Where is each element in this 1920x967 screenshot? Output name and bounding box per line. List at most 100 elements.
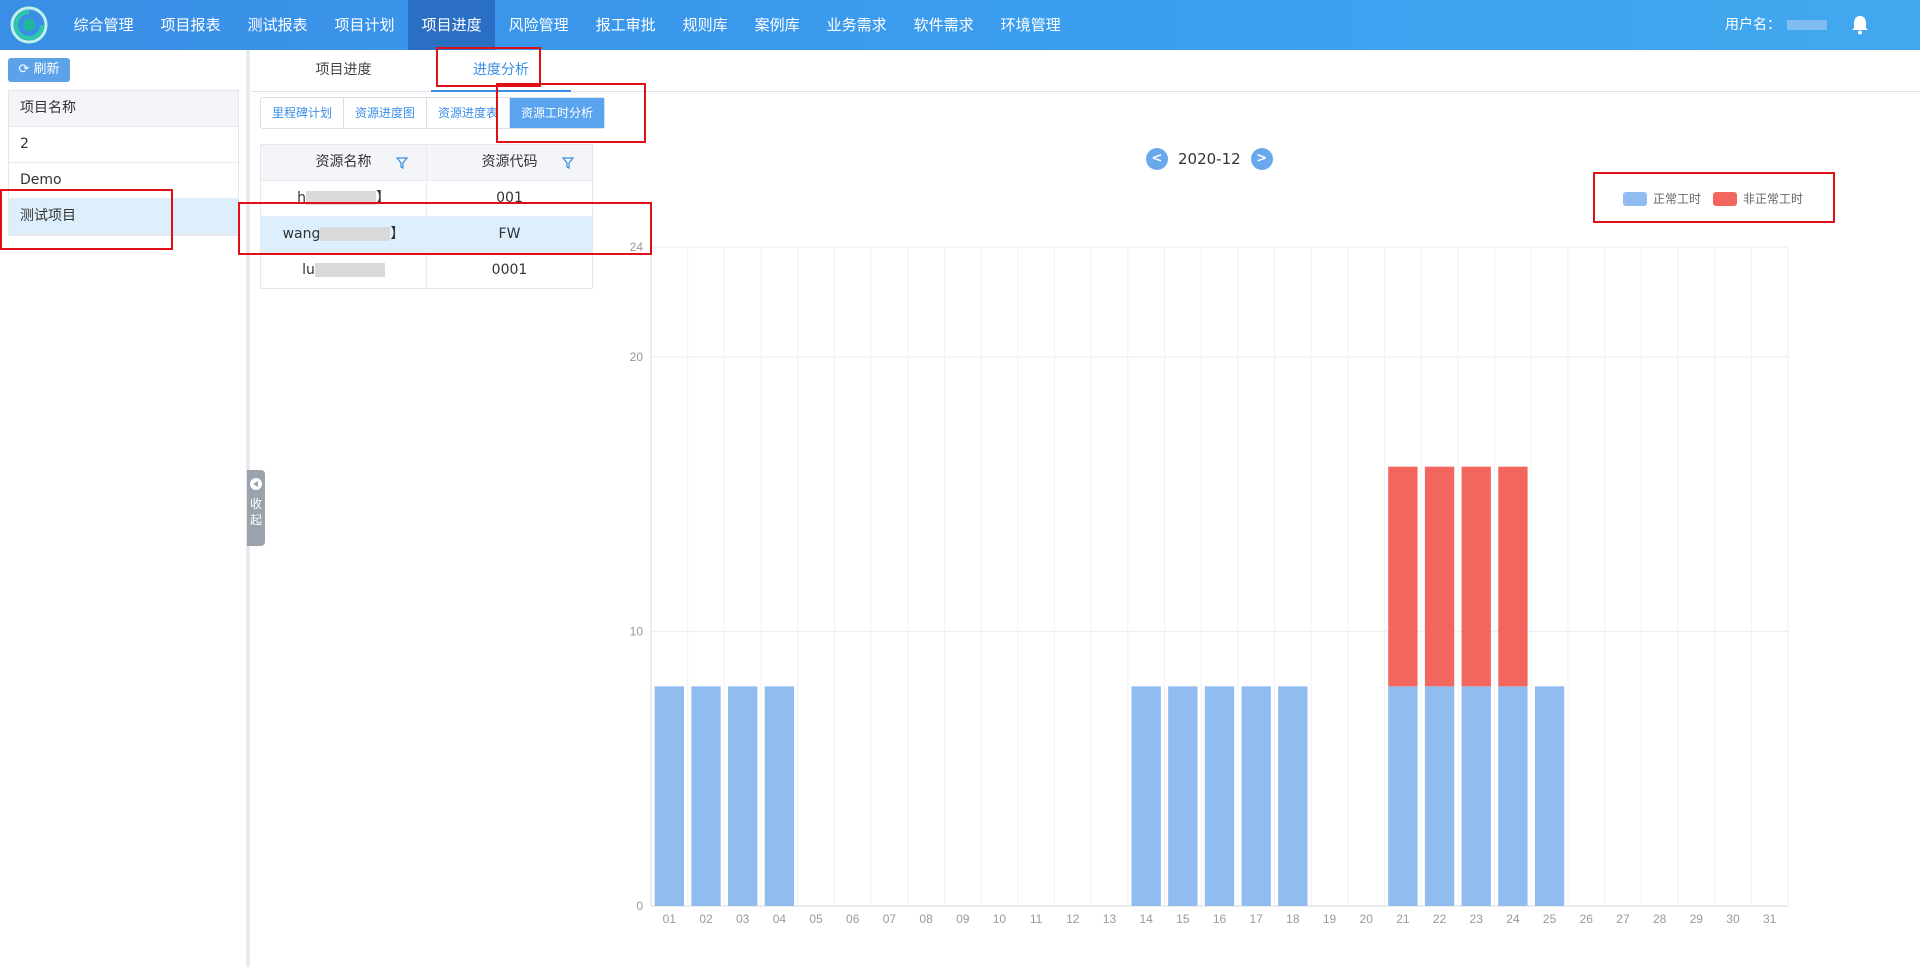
bar-normal-hours <box>1461 686 1491 906</box>
x-tick-label: 22 <box>1433 912 1447 926</box>
project-row[interactable]: Demo <box>9 163 238 199</box>
subtab-resource-table[interactable]: 资源进度表 <box>427 98 511 128</box>
chart-legend: 正常工时 非正常工时 <box>1623 190 1815 207</box>
x-tick-label: 24 <box>1506 912 1520 926</box>
x-tick-label: 10 <box>993 912 1007 926</box>
x-tick-label: 31 <box>1763 912 1777 926</box>
resource-name-suffix: 】 <box>390 226 405 242</box>
header-label: 资源名称 <box>315 154 372 170</box>
resource-name-prefix: lu <box>302 262 315 278</box>
nav-item-environment[interactable]: 环境管理 <box>1000 16 1061 34</box>
x-tick-label: 28 <box>1653 912 1667 926</box>
app-logo <box>10 6 48 44</box>
resource-row[interactable]: lu 0001 <box>261 253 592 288</box>
project-row[interactable]: 2 <box>9 127 238 163</box>
x-tick-label: 05 <box>809 912 823 926</box>
resource-name-suffix: 】 <box>375 190 390 206</box>
nav-item-project-plan[interactable]: 项目计划 <box>334 16 395 34</box>
redacted-mask <box>305 191 376 205</box>
prev-month-button[interactable]: < <box>1146 148 1168 170</box>
column-header-code: 资源代码 <box>426 145 592 180</box>
x-tick-label: 15 <box>1176 912 1190 926</box>
y-tick-label: 10 <box>630 624 644 638</box>
resource-row[interactable]: h】 001 <box>261 181 592 217</box>
bar-abnormal-hours <box>1424 466 1455 687</box>
nav-item-project-report[interactable]: 项目报表 <box>160 16 221 34</box>
nav-item-timesheet-approval[interactable]: 报工审批 <box>595 16 656 34</box>
x-tick-label: 02 <box>699 912 713 926</box>
month-navigator: < 2020-12 > <box>1146 148 1273 170</box>
x-tick-label: 19 <box>1323 912 1337 926</box>
tab-progress-analysis[interactable]: 进度分析 <box>431 50 571 92</box>
user-name-redacted <box>1787 20 1827 30</box>
nav-item-test-report[interactable]: 测试报表 <box>247 16 308 34</box>
collapse-sidebar-toggle[interactable]: 收起 <box>247 470 265 546</box>
header-label: 资源代码 <box>481 154 538 170</box>
x-tick-label: 01 <box>663 912 677 926</box>
x-tick-label: 29 <box>1690 912 1704 926</box>
work-hours-chart: 0 10 20 24 01 02 03 04 05 06 07 08 09 10 11 12 13 14 15 16 1… <box>630 240 1789 926</box>
bar-normal-hours <box>691 686 721 906</box>
x-tick-label: 27 <box>1616 912 1630 926</box>
subtab-resource-hours[interactable]: 资源工时分析 <box>510 98 605 128</box>
nav-item-project-progress[interactable]: 项目进度 <box>408 0 496 50</box>
main-tabs: 项目进度 进度分析 <box>251 50 1920 92</box>
month-label: 2020-12 <box>1178 150 1241 168</box>
bell-icon[interactable] <box>1851 15 1869 35</box>
resource-name-cell: wang 】 <box>261 217 426 252</box>
bar-normal-hours <box>764 686 795 906</box>
refresh-label: 刷新 <box>33 62 60 77</box>
next-month-button[interactable]: > <box>1250 148 1273 170</box>
analysis-subtabs: 里程碑计划 资源进度图 资源进度表 资源工时分析 <box>260 97 606 129</box>
y-tick-label: 0 <box>636 899 643 913</box>
project-sidebar: ⟳ 刷新 项目名称 2 Demo 测试项目 <box>0 50 246 967</box>
x-tick-label: 09 <box>956 912 970 926</box>
redacted-mask <box>320 227 391 241</box>
user-info[interactable]: 用户名： <box>1725 0 1827 50</box>
nav-item-general[interactable]: 综合管理 <box>73 16 134 34</box>
bar-normal-hours <box>1241 686 1271 906</box>
bar-normal-hours <box>1131 686 1161 906</box>
x-tick-label: 21 <box>1396 912 1410 926</box>
y-tick-label: 24 <box>630 240 644 254</box>
legend-item-normal[interactable]: 正常工时 <box>1623 190 1701 207</box>
filter-icon[interactable] <box>562 157 574 169</box>
legend-swatch <box>1623 191 1647 206</box>
x-tick-label: 03 <box>736 912 750 926</box>
user-label: 用户名： <box>1725 17 1781 33</box>
project-table-header: 项目名称 <box>9 91 238 127</box>
legend-swatch <box>1713 191 1738 206</box>
nav-item-cases[interactable]: 案例库 <box>754 16 800 34</box>
resource-name-prefix: h <box>297 190 306 206</box>
resource-row-selected[interactable]: wang 】 FW <box>261 217 592 253</box>
refresh-button[interactable]: ⟳ 刷新 <box>8 58 70 82</box>
x-tick-label: 26 <box>1580 912 1594 926</box>
nav-item-software-req[interactable]: 软件需求 <box>913 16 974 34</box>
x-tick-label: 16 <box>1213 912 1227 926</box>
project-table: 项目名称 2 Demo 测试项目 <box>8 90 239 236</box>
subtab-milestone[interactable]: 里程碑计划 <box>261 98 345 128</box>
filter-icon[interactable] <box>396 157 408 169</box>
nav-item-risk[interactable]: 风险管理 <box>508 16 569 34</box>
resource-table: 资源名称 资源代码 h】 001 wang】 FW lu 0001 <box>260 144 593 289</box>
bar-normal-hours <box>1424 686 1455 906</box>
subtab-resource-chart[interactable]: 资源进度图 <box>344 98 428 128</box>
bar-normal-hours <box>1278 686 1308 906</box>
legend-label: 非正常工时 <box>1743 192 1804 206</box>
tab-project-progress[interactable]: 项目进度 <box>315 62 372 78</box>
bar-normal-hours <box>1388 686 1418 906</box>
nav-item-business-req[interactable]: 业务需求 <box>826 16 887 34</box>
bar-abnormal-hours <box>1461 466 1491 687</box>
legend-item-abnormal[interactable]: 非正常工时 <box>1713 190 1803 207</box>
x-tick-label: 11 <box>1030 912 1043 926</box>
nav-item-rules[interactable]: 规则库 <box>682 16 728 34</box>
y-tick-label: 20 <box>630 350 644 364</box>
resource-name-prefix: wang <box>282 226 321 242</box>
x-tick-label: 23 <box>1470 912 1484 926</box>
x-tick-label: 14 <box>1139 912 1153 926</box>
bar-normal-hours <box>1204 686 1235 906</box>
bar-normal-hours <box>1534 686 1565 906</box>
project-row-selected[interactable]: 测试项目 <box>9 199 238 235</box>
resource-name-cell: lu <box>261 253 426 288</box>
collapse-arrow-icon <box>250 478 262 490</box>
